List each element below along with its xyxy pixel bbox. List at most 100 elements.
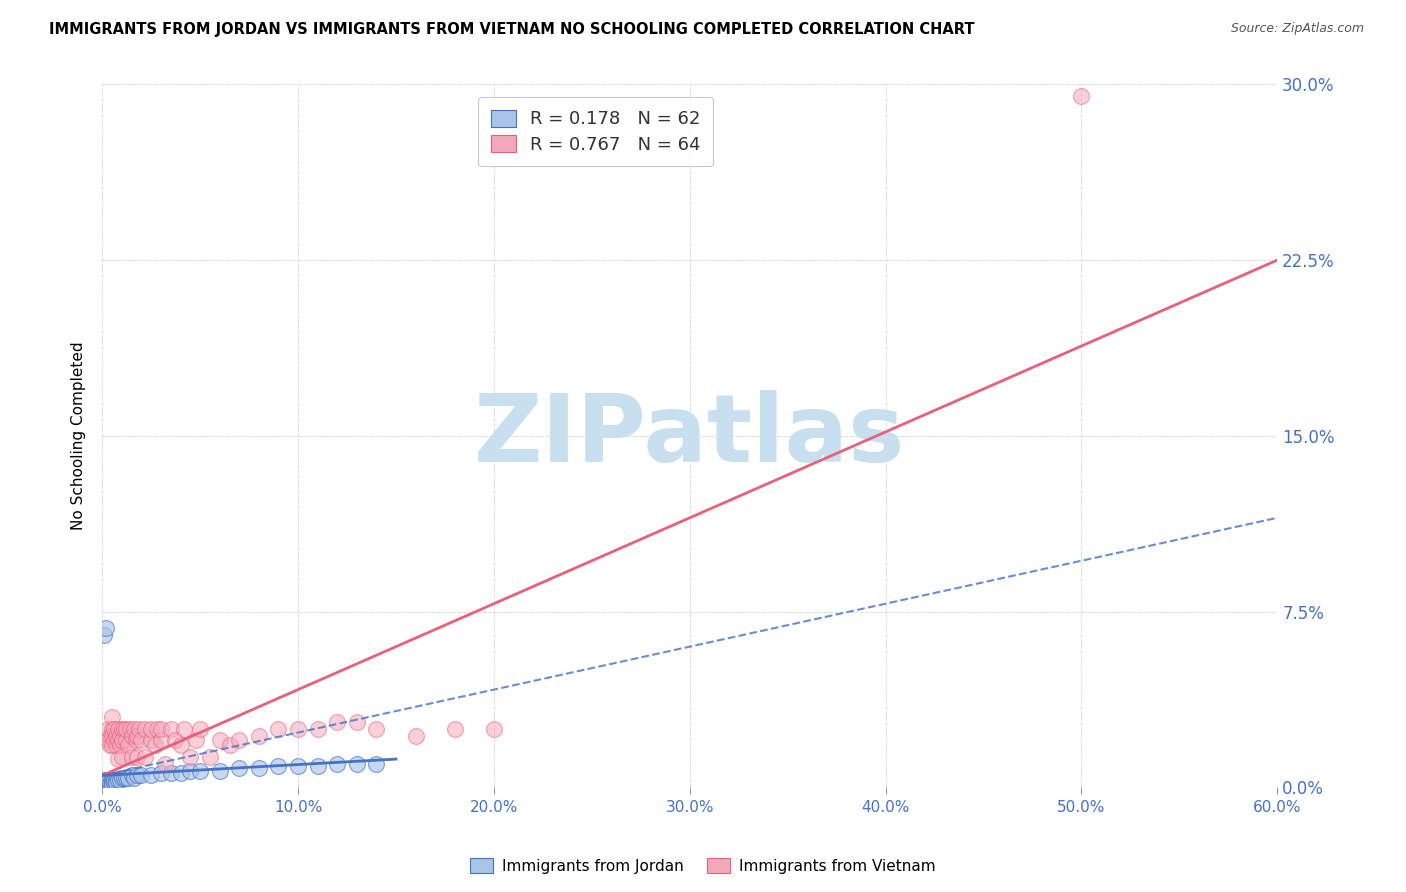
- Point: [101, 775, 124, 789]
- Point: [114, 771, 136, 785]
- Point: [141, 722, 163, 736]
- Point: [153, 756, 176, 771]
- Point: [104, 729, 127, 743]
- Point: [93, 780, 115, 795]
- Point: [93, 778, 115, 792]
- Point: [103, 722, 125, 736]
- Point: [149, 766, 172, 780]
- Point: [366, 756, 388, 771]
- Point: [93, 628, 115, 642]
- Point: [98, 775, 121, 789]
- Point: [101, 778, 124, 792]
- Point: [98, 729, 121, 743]
- Point: [405, 729, 427, 743]
- Point: [128, 722, 150, 736]
- Point: [122, 771, 145, 785]
- Point: [97, 775, 120, 789]
- Point: [93, 775, 115, 789]
- Point: [111, 733, 134, 747]
- Point: [93, 780, 115, 795]
- Point: [97, 722, 120, 736]
- Point: [97, 778, 120, 792]
- Point: [179, 749, 201, 764]
- Point: [97, 778, 120, 792]
- Point: [97, 778, 120, 792]
- Text: 30.0%: 30.0%: [665, 800, 714, 815]
- Point: [118, 722, 141, 736]
- Point: [287, 722, 309, 736]
- Legend: R = 0.178   N = 62, R = 0.767   N = 64: R = 0.178 N = 62, R = 0.767 N = 64: [478, 97, 713, 166]
- Point: [143, 738, 166, 752]
- Point: [127, 749, 149, 764]
- Point: [107, 752, 129, 766]
- Point: [111, 771, 134, 785]
- Point: [307, 759, 329, 773]
- Point: [307, 722, 329, 736]
- Point: [1070, 89, 1092, 103]
- Point: [326, 756, 349, 771]
- Point: [159, 766, 181, 780]
- Point: [107, 722, 129, 736]
- Point: [104, 773, 127, 788]
- Point: [443, 722, 465, 736]
- Point: [111, 749, 134, 764]
- Point: [94, 775, 117, 789]
- Point: [141, 768, 163, 782]
- Point: [107, 733, 129, 747]
- Text: Source: ZipAtlas.com: Source: ZipAtlas.com: [1230, 22, 1364, 36]
- Point: [131, 733, 153, 747]
- Point: [101, 722, 124, 736]
- Point: [121, 768, 143, 782]
- Point: [111, 722, 134, 736]
- Point: [94, 621, 117, 635]
- Point: [97, 733, 120, 747]
- Point: [117, 771, 139, 785]
- Text: ZIPatlas: ZIPatlas: [474, 390, 905, 482]
- Point: [173, 722, 195, 736]
- Point: [179, 764, 201, 778]
- Point: [127, 729, 149, 743]
- Point: [93, 778, 115, 792]
- Point: [93, 773, 115, 788]
- Point: [198, 749, 221, 764]
- Point: [326, 714, 349, 729]
- Point: [287, 759, 309, 773]
- Point: [112, 771, 135, 785]
- Point: [108, 729, 131, 743]
- Point: [122, 722, 145, 736]
- Text: 20.0%: 20.0%: [470, 800, 517, 815]
- Point: [141, 733, 163, 747]
- Point: [94, 778, 117, 792]
- Point: [188, 764, 211, 778]
- Text: 40.0%: 40.0%: [862, 800, 910, 815]
- Point: [101, 729, 124, 743]
- Point: [93, 778, 115, 792]
- Point: [114, 733, 136, 747]
- Point: [346, 714, 368, 729]
- Point: [247, 729, 270, 743]
- Point: [93, 780, 115, 795]
- Point: [94, 773, 117, 788]
- Point: [159, 722, 181, 736]
- Point: [101, 738, 124, 752]
- Point: [208, 733, 231, 747]
- Text: IMMIGRANTS FROM JORDAN VS IMMIGRANTS FROM VIETNAM NO SCHOOLING COMPLETED CORRELA: IMMIGRANTS FROM JORDAN VS IMMIGRANTS FRO…: [49, 22, 974, 37]
- Point: [103, 733, 125, 747]
- Point: [114, 722, 136, 736]
- Point: [247, 761, 270, 775]
- Point: [228, 733, 250, 747]
- Point: [169, 738, 191, 752]
- Point: [97, 775, 120, 789]
- Point: [134, 749, 156, 764]
- Text: 0.0%: 0.0%: [83, 800, 121, 815]
- Point: [94, 775, 117, 789]
- Point: [98, 738, 121, 752]
- Point: [169, 766, 191, 780]
- Point: [267, 722, 290, 736]
- Point: [121, 749, 143, 764]
- Point: [103, 775, 125, 789]
- Point: [107, 773, 129, 788]
- Point: [121, 729, 143, 743]
- Point: [94, 780, 117, 795]
- Point: [131, 768, 153, 782]
